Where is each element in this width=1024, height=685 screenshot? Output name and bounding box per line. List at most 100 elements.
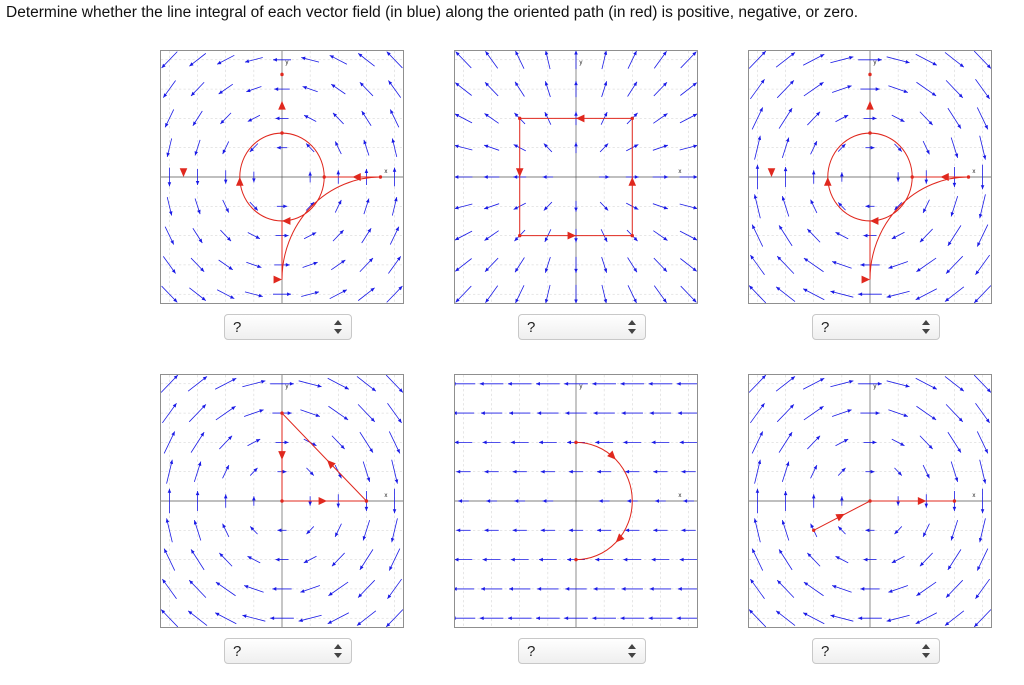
graph-panel-4: xy [160,374,404,628]
answer-select-5[interactable]: ? [518,638,646,664]
field-arrowhead [932,61,937,66]
field-arrowhead [692,267,697,272]
field-arrowhead [860,263,865,267]
field-arrowhead [830,614,835,619]
field-arrowhead [761,51,766,56]
field-arrow [242,614,266,622]
field-arrowhead [841,467,846,473]
field-arrowhead [810,199,814,205]
field-arrowhead [755,488,760,493]
field-arrowhead [161,63,166,68]
answer-select-1[interactable]: ? [224,314,352,340]
field-arrowhead [664,175,669,179]
field-arrowhead [944,297,950,302]
field-arrowhead [928,444,933,450]
field-arrowhead [386,51,391,56]
field-arrowhead [783,166,788,172]
select-value: ? [821,319,830,336]
vector-field [749,51,991,303]
field-arrow [749,609,767,627]
field-arrowhead [759,431,763,436]
field-arrowhead [980,185,985,190]
field-arrow [214,377,237,390]
select-value: ? [821,643,830,660]
field-arrowhead [394,197,398,202]
field-arrowhead [283,204,288,209]
field-arrowhead [242,614,247,619]
oriented-path [767,72,971,284]
field-arrowhead [364,506,369,512]
field-arrowhead [485,51,490,56]
field-arrow [188,404,207,423]
field-arrowhead [192,121,197,126]
field-arrowhead [370,417,375,422]
field-arrow [945,404,964,423]
field-arrowhead [605,175,610,179]
field-arrowhead [928,120,933,126]
field-arrowhead [510,440,515,445]
field-arrowhead [287,292,292,297]
answer-select-6[interactable]: ? [812,638,940,664]
field-arrowhead [950,535,955,541]
field-arrowhead [247,118,253,122]
field-arrow [775,286,796,302]
select-arrows-icon [922,320,930,334]
field-arrowhead [863,233,868,238]
field-arrow [162,578,177,599]
field-arrowhead [536,616,540,621]
field-arrow [979,459,986,484]
oriented-path [812,497,957,533]
field-arrow [973,609,991,627]
field-arrowhead [455,144,459,149]
field-arrowhead [574,207,578,212]
field-arrowhead [779,549,783,554]
field-arrowhead [358,593,363,598]
field-arrow [750,254,765,275]
field-arrowhead [165,122,169,128]
field-arrow [162,403,177,424]
field-arrow [944,610,965,626]
oriented-path [574,440,633,562]
field-arrowhead [952,182,957,188]
field-arrowhead [484,528,489,533]
field-arrowhead [284,440,289,445]
field-arrowhead [915,296,921,300]
answer-select-3[interactable]: ? [812,314,940,340]
answer-select-2[interactable]: ? [518,314,646,340]
field-arrowhead [220,119,225,124]
field-arrow [187,376,208,392]
field-arrowhead [455,82,460,87]
field-arrowhead [681,528,686,533]
field-arrow [916,81,937,97]
field-arrowhead [783,490,788,496]
field-arrow [775,376,796,392]
field-arrowhead [677,587,682,591]
plot-1: xy [161,51,403,303]
path-arrowhead [282,216,291,225]
field-arrowhead [218,90,223,95]
field-arrowhead [759,107,763,112]
y-axis-label: y [873,383,877,390]
field-arrowhead [633,112,638,118]
field-arrowhead [835,232,840,236]
field-arrowhead [574,142,578,147]
field-arrowhead [231,406,236,411]
field-arrowhead [484,144,489,149]
field-arrowhead [252,178,256,183]
field-arrowhead [190,91,196,96]
path-point [518,116,522,121]
field-arrowhead [677,411,682,415]
answer-select-4[interactable]: ? [224,638,352,664]
field-arrowhead [306,143,311,148]
path-arrowhead [835,513,845,522]
field-arrowhead [663,236,668,241]
field-arrowhead [370,287,375,292]
field-arrowhead [282,469,287,474]
field-arrowhead [604,143,609,148]
y-axis-label: y [285,383,289,390]
field-arrowhead [819,82,824,87]
graph-panel-3: xy [748,50,992,304]
oriented-path [179,72,383,284]
field-arrowhead [597,469,601,474]
field-arrowhead [277,528,282,533]
